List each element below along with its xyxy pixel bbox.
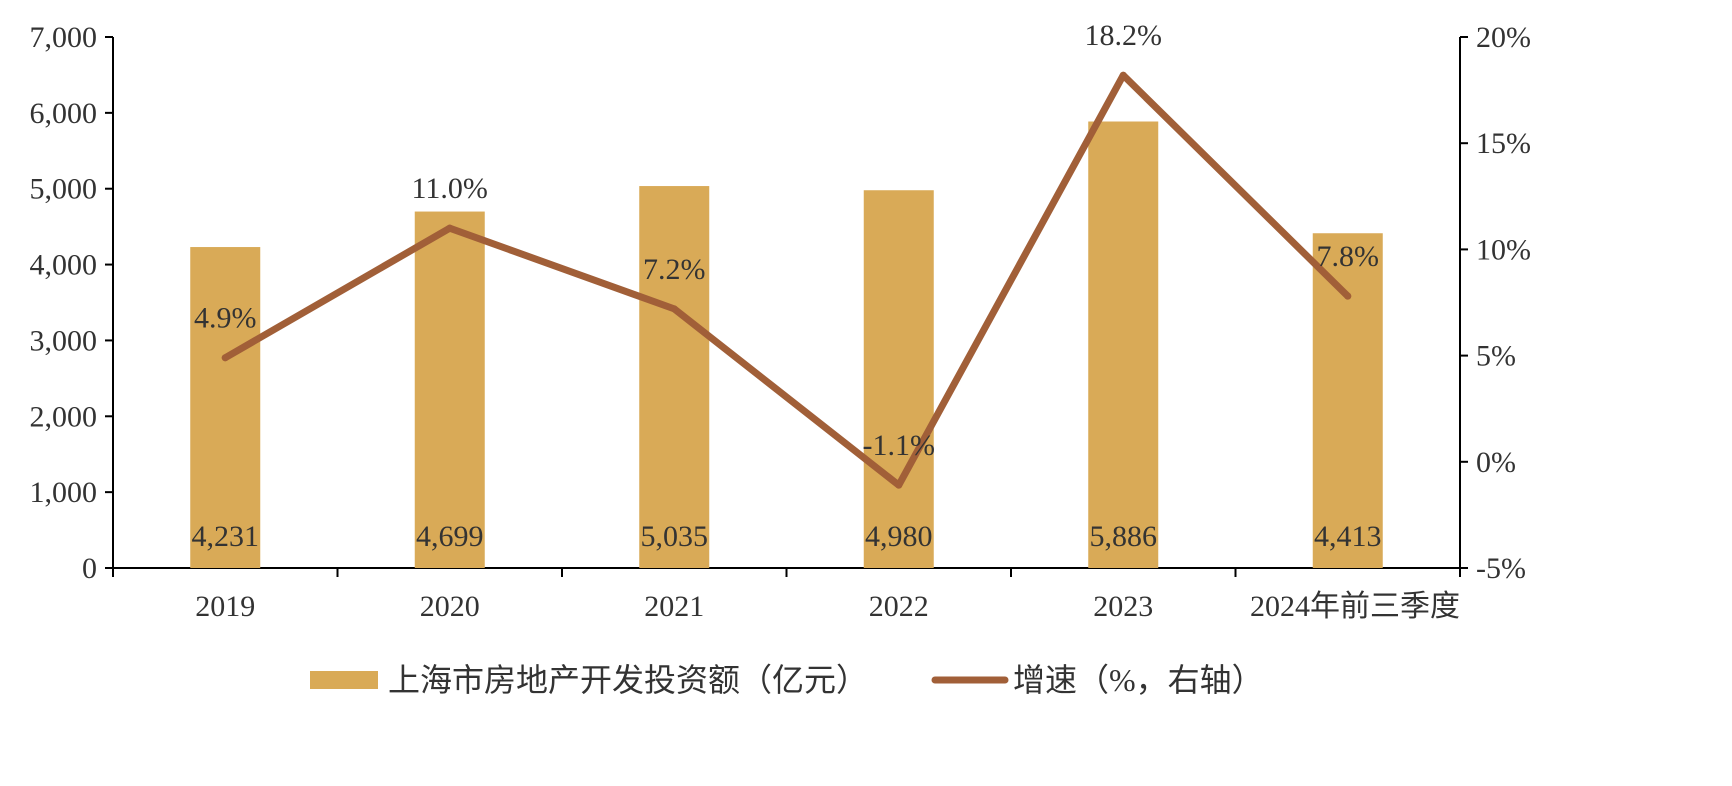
x-axis-tick-label: 2020 [420,590,480,623]
right-axis-tick-label: 0% [1476,446,1516,479]
x-axis-tick-label: 2022 [869,590,929,623]
left-axis-tick-label: 1,000 [30,476,98,509]
x-axis-tick-label: 2019 [195,590,255,623]
bar [1312,233,1383,568]
left-axis-tick-label: 3,000 [30,324,98,357]
bar [190,247,261,568]
bar [1088,121,1159,569]
line-series [221,71,1352,489]
line-value-label: -1.1% [863,429,935,462]
line-point [895,481,903,489]
line-value-label: 7.8% [1317,240,1380,273]
left-axis-tick-label: 2,000 [30,400,98,433]
left-axis-tick-label: 6,000 [30,97,98,130]
bar-series [190,121,1383,569]
line-value-label: 7.2% [643,253,706,286]
x-axis-tick-label: 2021 [644,590,704,623]
line-value-label: 4.9% [194,302,257,335]
bar-value-label: 5,886 [1090,520,1158,553]
line-value-label: 18.2% [1085,19,1163,52]
bar [414,211,485,568]
left-axis-tick-label: 0 [82,552,97,585]
legend: 上海市房地产开发投资额（亿元） 增速（%，右轴） [310,662,1264,698]
bar [863,190,934,568]
axes: 0 1,000 2,000 3,000 4,000 5,000 6,000 7,000 -5% 0… [30,21,1532,623]
right-axis-tick-label: -5% [1476,552,1526,585]
line-value-label: 11.0% [412,172,488,205]
bar-value-label: 5,035 [641,520,709,553]
bar [639,186,710,569]
right-axis-tick-label: 20% [1476,21,1531,54]
bar-value-label: 4,980 [865,520,933,553]
line-point [221,354,229,362]
line-point [446,224,454,232]
right-axis-tick-label: 10% [1476,233,1531,266]
bar-value-label: 4,699 [416,520,484,553]
right-axis-tick-label: 5% [1476,340,1516,373]
growth-line [221,71,1352,489]
left-axis-tick-label: 4,000 [30,249,98,282]
bar-value-label: 4,231 [192,520,260,553]
legend-line-label: 增速（%，右轴） [1013,662,1264,698]
line-point [670,305,678,313]
x-axis-tick-label: 2024年前三季度 [1250,590,1460,623]
line-point [1119,71,1127,79]
left-axis-tick-label: 5,000 [30,173,98,206]
legend-bar-label: 上海市房地产开发投资额（亿元） [388,662,868,698]
x-axis-tick-label: 2023 [1093,590,1153,623]
line-point [1344,292,1352,300]
legend-bar-swatch [310,671,378,689]
left-axis-tick-label: 7,000 [30,21,98,54]
data-labels: 4,231 4,699 5,035 4,980 5,886 4,413 4.9% 11.0% 7… [192,19,1382,553]
bar-value-label: 4,413 [1314,520,1382,553]
right-axis-tick-label: 15% [1476,127,1531,160]
